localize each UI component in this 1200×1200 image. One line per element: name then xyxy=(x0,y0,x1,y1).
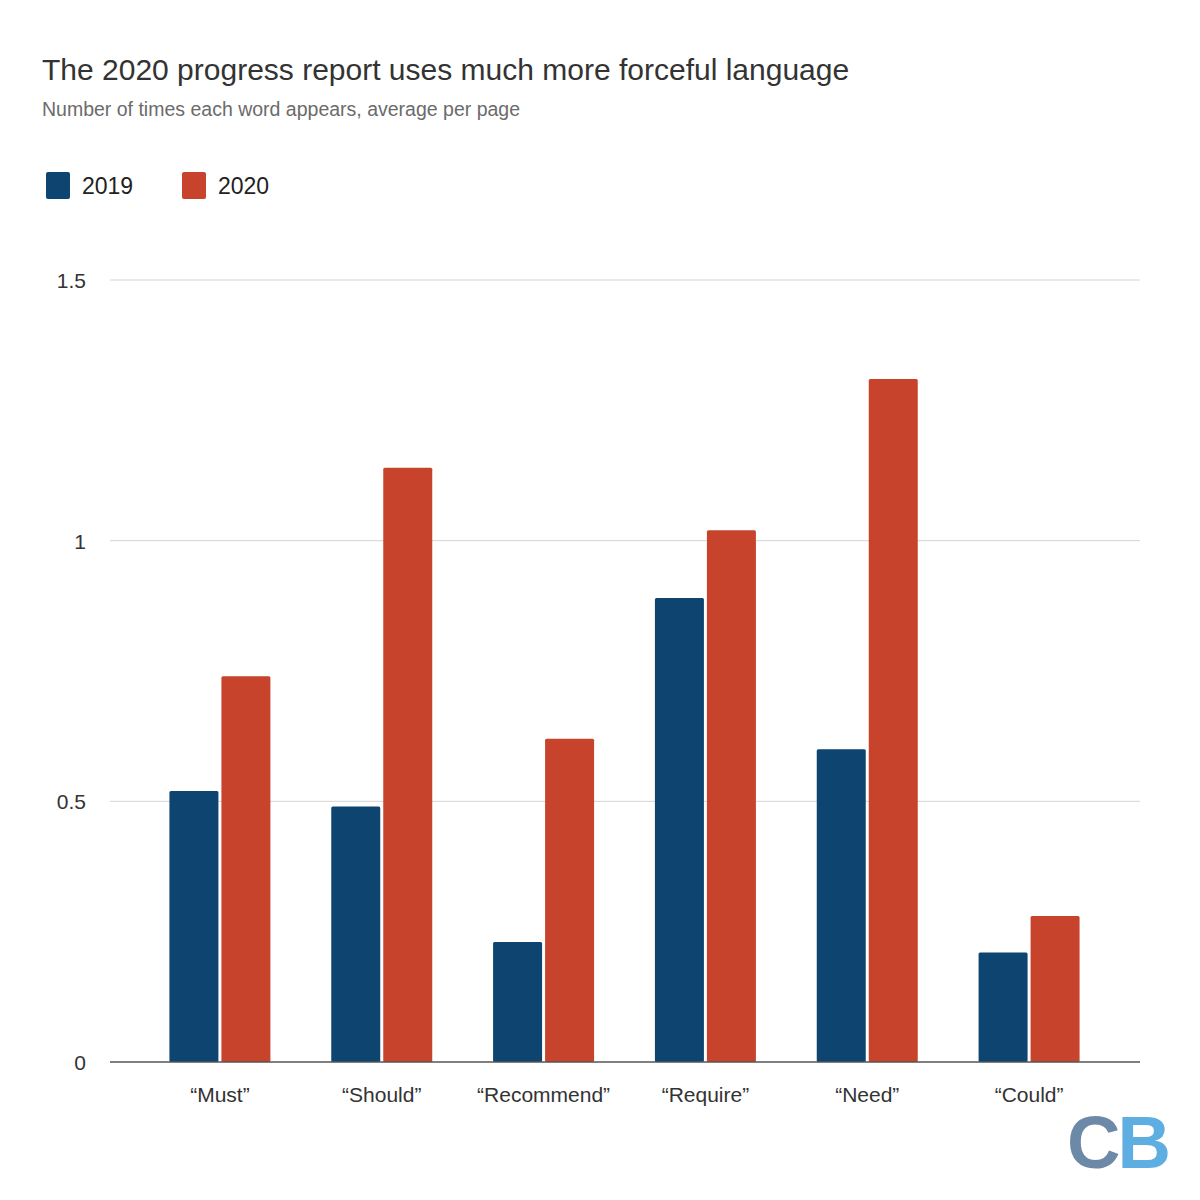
bar xyxy=(869,379,918,1062)
legend-swatch xyxy=(182,172,206,199)
bar xyxy=(655,598,704,1062)
bar xyxy=(707,530,756,1062)
bar xyxy=(221,676,270,1062)
bar xyxy=(383,468,432,1062)
bar xyxy=(1031,916,1080,1062)
bar xyxy=(979,953,1028,1062)
chart-container: The 2020 progress report uses much more … xyxy=(0,0,1200,1200)
background xyxy=(0,0,1200,1200)
grid-line xyxy=(110,280,1140,281)
x-tick-label: “Require” xyxy=(662,1083,750,1106)
y-tick-label: 1 xyxy=(74,530,86,553)
y-tick-label: 0.5 xyxy=(57,790,86,813)
legend: 2019 2020 xyxy=(46,172,269,199)
legend-label: 2019 xyxy=(82,173,133,199)
bar xyxy=(817,749,866,1062)
logo-letter: C xyxy=(1067,1101,1119,1184)
x-tick-label: “Must” xyxy=(190,1083,250,1106)
logo: CB xyxy=(1067,1101,1168,1184)
legend-swatch xyxy=(46,172,70,199)
y-tick-label: 0 xyxy=(74,1051,86,1074)
y-tick-label: 1.5 xyxy=(57,269,86,292)
bar xyxy=(169,791,218,1062)
grid-line xyxy=(110,540,1140,541)
chart-svg: The 2020 progress report uses much more … xyxy=(0,0,1200,1200)
x-axis-line xyxy=(110,1061,1140,1063)
legend-label: 2020 xyxy=(218,173,269,199)
bar xyxy=(331,807,380,1062)
logo-letter: B xyxy=(1118,1101,1169,1184)
x-tick-label: “Should” xyxy=(342,1083,421,1106)
bar xyxy=(493,942,542,1062)
bars xyxy=(169,379,1079,1062)
bar xyxy=(545,739,594,1062)
subtitle: Number of times each word appears, avera… xyxy=(42,98,520,120)
x-tick-label: “Could” xyxy=(995,1083,1064,1106)
title: The 2020 progress report uses much more … xyxy=(42,53,849,86)
x-tick-label: “Need” xyxy=(835,1083,899,1106)
x-tick-label: “Recommend” xyxy=(477,1083,610,1106)
